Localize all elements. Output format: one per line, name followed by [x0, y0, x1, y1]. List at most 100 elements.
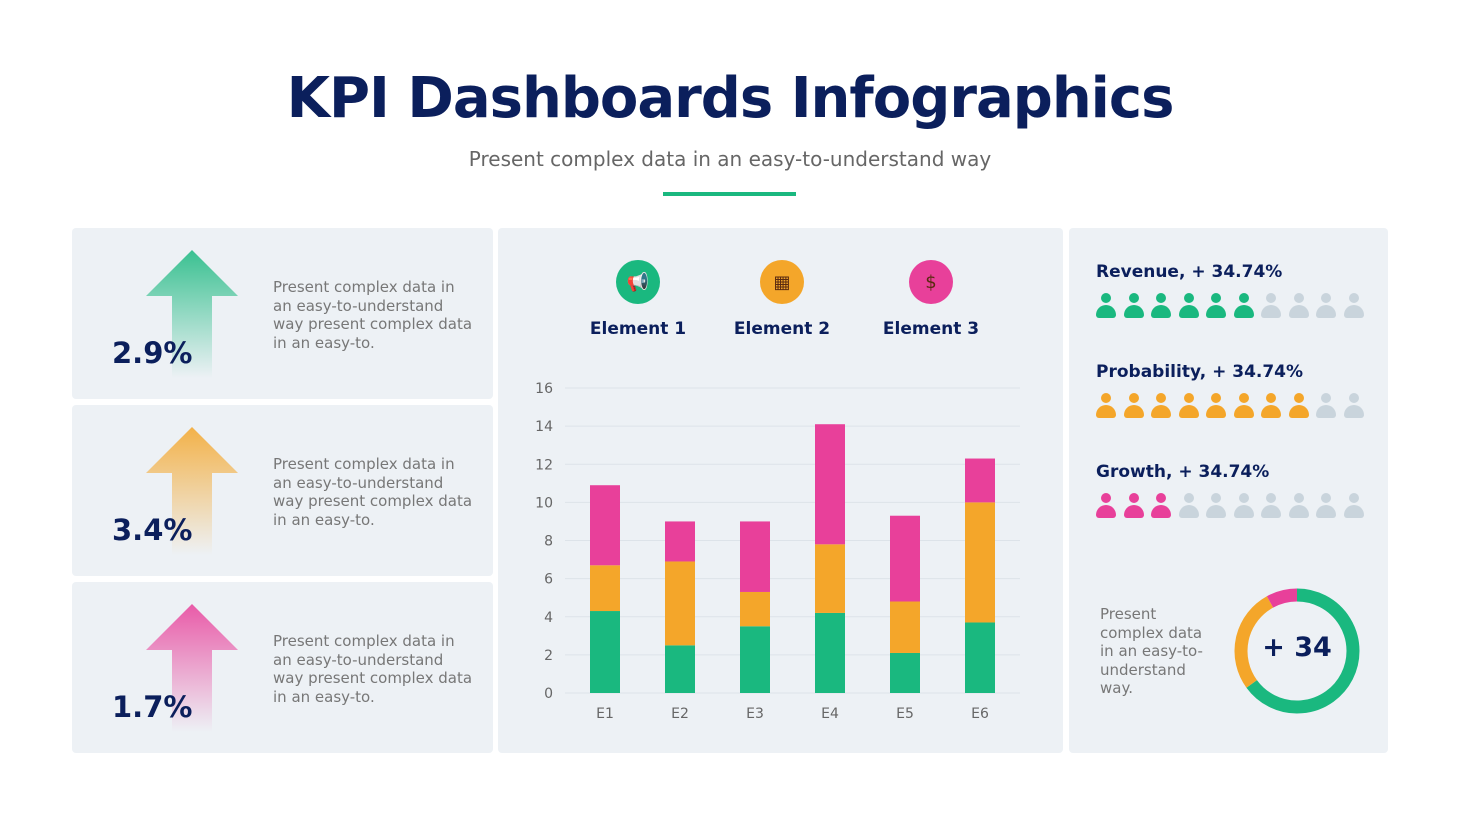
person-icon [1261, 393, 1281, 420]
element-1: 📢 Element 1 [563, 260, 713, 339]
kpi-value: 2.9% [112, 336, 193, 370]
person-icon [1316, 393, 1336, 420]
metric-title: Growth, + 34.74% [1096, 462, 1270, 482]
metric-title: Probability, + 34.74% [1096, 362, 1304, 382]
person-icon [1178, 293, 1199, 320]
metric-title: Revenue, + 34.74% [1096, 262, 1283, 282]
person-icon [1096, 393, 1116, 420]
person-icon [1233, 493, 1254, 520]
donut-segment [1266, 588, 1298, 608]
y-tick-label: 16 [535, 381, 553, 397]
person-icon [1343, 393, 1364, 420]
person-icon [1316, 493, 1336, 520]
element-label: Element 3 [882, 319, 980, 339]
y-tick-label: 6 [544, 572, 553, 588]
kpi-value: 1.7% [112, 690, 193, 724]
kpi-card: 1.7% Present complex data in an easy-to-… [72, 582, 493, 753]
y-tick-label: 0 [544, 686, 553, 702]
person-icon [1151, 493, 1171, 520]
person-icon [1261, 493, 1281, 520]
bar-E5-series-1 [890, 652, 920, 693]
person-icon [1151, 393, 1171, 420]
page-subtitle: Present complex data in an easy-to-under… [468, 147, 992, 171]
arrow-up-icon [146, 250, 238, 378]
bar-E6-series-1 [965, 622, 995, 693]
x-tick-label: E1 [596, 706, 614, 722]
donut-segment [1234, 596, 1274, 688]
donut-chart [1234, 588, 1360, 714]
person-icon [1123, 393, 1144, 420]
person-icon [1206, 493, 1226, 520]
money-chart-icon: $ [909, 260, 953, 304]
page-title: KPI Dashboards Infographics [286, 66, 1175, 131]
bar-E3-series-3 [740, 521, 770, 592]
y-tick-label: 8 [544, 534, 553, 550]
title-underline [663, 192, 796, 196]
bar-E2-series-1 [665, 645, 695, 693]
bar-E1-series-1 [590, 611, 620, 693]
kpi-card: 3.4% Present complex data in an easy-to-… [72, 405, 493, 576]
bar-E2-series-2 [665, 561, 695, 646]
person-icon [1178, 393, 1199, 420]
chart-card: 📢 Element 1 ▦ Element 2 $ Element 3 0 2 4 6 8 10… [498, 228, 1063, 753]
y-tick-label: 2 [544, 648, 553, 664]
person-icon [1206, 393, 1226, 420]
person-icon [1123, 293, 1144, 320]
person-icon [1343, 293, 1364, 320]
y-tick-label: 14 [535, 419, 553, 435]
bar-E3-series-1 [740, 626, 770, 693]
y-tick-label: 10 [535, 495, 553, 511]
bar-E4-series-2 [815, 544, 845, 613]
arrow-up-icon [146, 427, 238, 555]
arrow-up-icon [146, 604, 238, 732]
person-icon [1233, 293, 1254, 320]
person-icon [1096, 293, 1116, 320]
bar-E1-series-2 [590, 565, 620, 612]
bar-E6-series-2 [965, 502, 995, 623]
bar-E1-series-3 [590, 485, 620, 566]
x-tick-label: E5 [896, 706, 914, 722]
person-icon [1261, 293, 1281, 320]
x-tick-label: E4 [821, 706, 839, 722]
donut-description: Present complex data in an easy-to-under… [1100, 605, 1203, 697]
bar-E2-series-3 [665, 521, 695, 562]
people-rating [1096, 293, 1364, 320]
person-icon [1316, 293, 1336, 320]
kpi-description: Present complex data in an easy-to-under… [273, 455, 473, 529]
donut-value: + 34 [1262, 632, 1332, 663]
people-rating [1096, 393, 1364, 420]
bar-E5-series-2 [890, 601, 920, 653]
element-3: $ Element 3 [856, 260, 1006, 339]
person-icon [1288, 393, 1309, 420]
kpi-description: Present complex data in an easy-to-under… [273, 632, 473, 706]
person-icon [1343, 493, 1364, 520]
person-icon [1151, 293, 1171, 320]
bar-E4-series-1 [815, 612, 845, 693]
person-icon [1178, 493, 1199, 520]
x-tick-label: E6 [971, 706, 989, 722]
donut-segment [1246, 588, 1360, 714]
person-icon [1288, 493, 1309, 520]
person-icon [1206, 293, 1226, 320]
element-label: Element 1 [589, 319, 687, 339]
element-label: Element 2 [733, 319, 831, 339]
kpi-card: 2.9% Present complex data in an easy-to-… [72, 228, 493, 399]
y-tick-label: 12 [535, 457, 553, 473]
y-tick-label: 4 [544, 610, 553, 626]
person-icon [1123, 493, 1144, 520]
person-icon [1288, 293, 1309, 320]
x-tick-label: E2 [671, 706, 689, 722]
bar-E4-series-3 [815, 424, 845, 545]
person-icon [1096, 493, 1116, 520]
stacked-bar-chart: 0 2 4 6 8 10 12 14 16 E1 E2 E3 E4 E5 E6 [535, 381, 1020, 722]
megaphone-icon: 📢 [616, 260, 660, 304]
person-icon [1233, 393, 1254, 420]
bar-E6-series-3 [965, 458, 995, 503]
element-2: ▦ Element 2 [707, 260, 857, 339]
people-rating [1096, 493, 1364, 520]
metrics-card: Present complex data in an easy-to-under… [1069, 228, 1388, 753]
kpi-description: Present complex data in an easy-to-under… [273, 278, 473, 352]
bar-E5-series-3 [890, 515, 920, 602]
bar-E3-series-2 [740, 591, 770, 627]
kpi-value: 3.4% [112, 513, 193, 547]
